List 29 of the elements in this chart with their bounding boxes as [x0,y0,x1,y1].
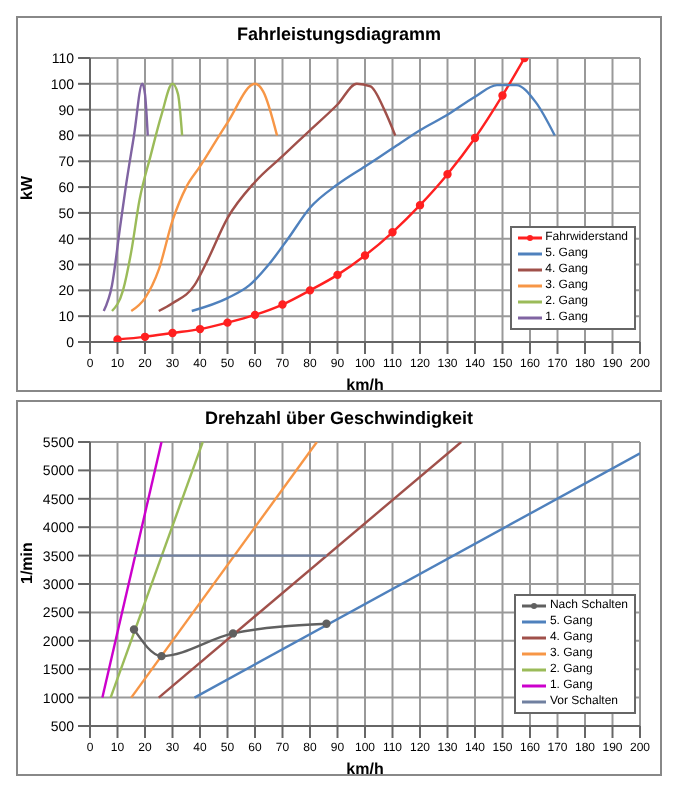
point [228,629,238,638]
line-series [130,82,279,313]
line-series [102,82,149,313]
point [360,251,370,260]
point [140,332,150,342]
point [278,300,287,309]
point [195,324,205,334]
chart-title: Drehzahl über Geschwindigkeit [202,406,476,432]
point [250,310,260,320]
point [388,228,397,237]
y-axis-title: kW [17,175,36,200]
point [305,286,315,295]
point [333,270,342,280]
x-axis-title: km/h [346,376,384,394]
chart-title: Fahrleistungsdiagramm [234,22,444,48]
x-axis-title: km/h [346,760,384,778]
point [129,625,139,634]
point [470,133,480,143]
point [415,200,425,210]
line-series [110,82,184,313]
point [223,318,232,327]
y-axis-title: 1/min [17,541,36,584]
point [498,91,507,100]
point [168,328,177,338]
point [157,651,166,661]
line-series [157,82,397,313]
point [322,619,331,628]
point [443,169,452,179]
point [113,335,122,342]
